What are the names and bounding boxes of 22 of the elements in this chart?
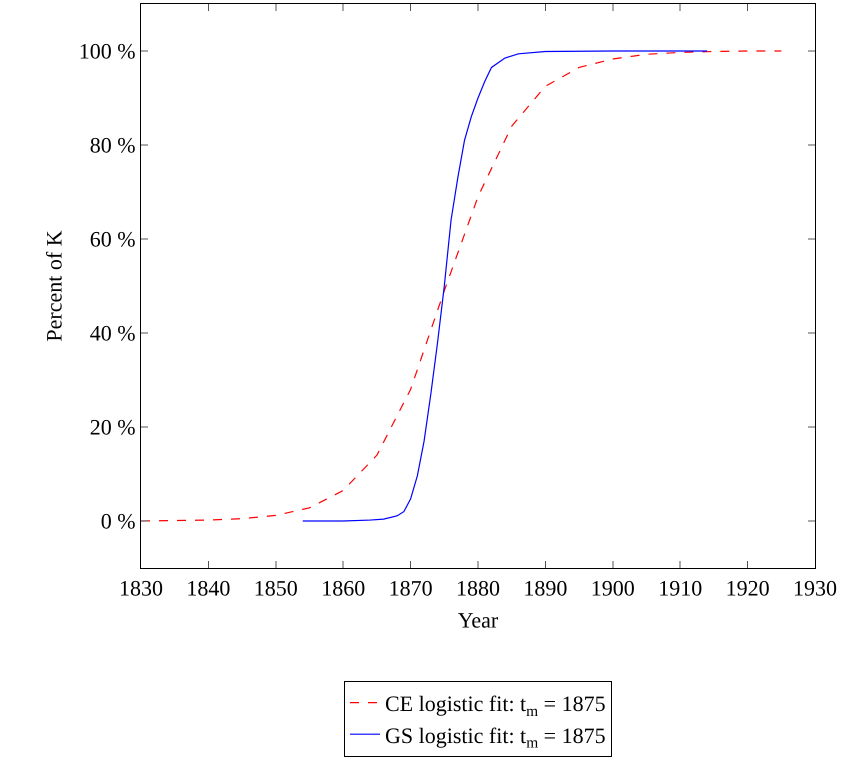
x-tick-label: 1860 — [321, 575, 366, 600]
y-tick-label: 100 % — [78, 38, 136, 64]
y-tick-label: 40 % — [90, 320, 136, 346]
y-tick-label: 0 % — [100, 508, 136, 534]
x-tick-label: 1910 — [658, 575, 702, 600]
x-tick-label: 1880 — [456, 575, 500, 600]
x-tick-label: 1920 — [726, 575, 770, 600]
x-tick-label: 1840 — [186, 575, 230, 600]
x-tick-label: 1900 — [590, 575, 635, 600]
line-series — [302, 50, 708, 522]
y-tick-label: 20 % — [90, 414, 136, 440]
x-tick-label: 1890 — [523, 575, 568, 600]
x-tick-label: 1850 — [254, 575, 298, 600]
x-tick-label: 1830 — [119, 575, 163, 600]
legend-label: GS logistic fit: t$_{m}$ = 1875 — [385, 722, 606, 752]
y-tick-label: 80 % — [90, 132, 136, 158]
x-tick-label: 1930 — [793, 575, 837, 600]
y-axis-title: Percent of K — [42, 230, 67, 342]
legend-label: CE logistic fit: t$_{m}$ = 1875 — [385, 691, 606, 720]
x-tick-label: 1870 — [388, 575, 433, 600]
x-axis-title: Year — [458, 607, 499, 632]
y-tick-label: 60 % — [90, 226, 136, 252]
